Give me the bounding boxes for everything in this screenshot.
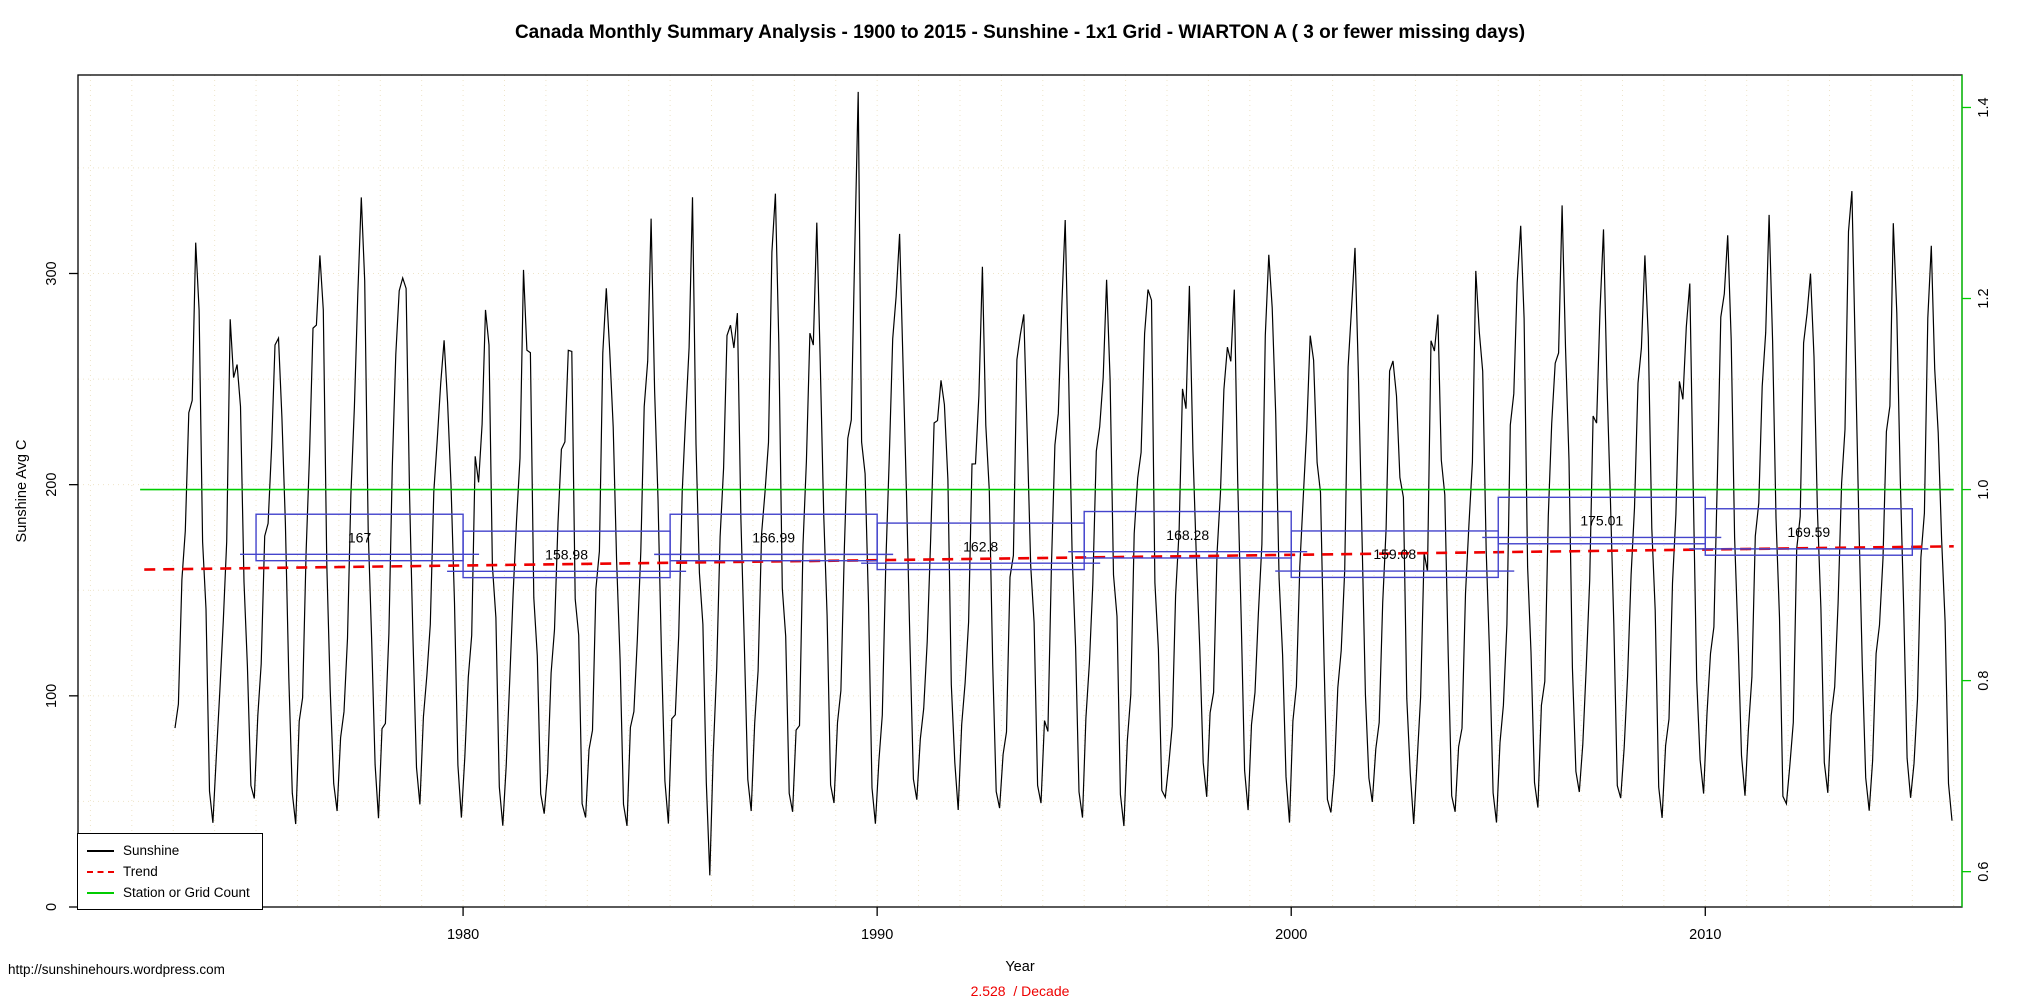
grid <box>78 75 1962 908</box>
x-axis-tick-label: 2010 <box>1689 927 1721 943</box>
pentad-mean-label: 168.28 <box>1166 527 1209 543</box>
y-axis-tick-label: 200 <box>44 473 60 497</box>
pentad-mean-label: 162.8 <box>963 538 998 554</box>
pentad-box <box>1704 508 1914 556</box>
legend-label-station-count: Station or Grid Count <box>123 885 250 900</box>
right-axis-tick-label: 1.2 <box>1976 288 1992 308</box>
legend-label-sunshine: Sunshine <box>123 843 180 858</box>
x-axis-title: Year <box>1005 959 1035 975</box>
x-axis-tick-label: 1980 <box>447 927 479 943</box>
legend-item-sunshine: Sunshine <box>87 840 250 861</box>
legend-label-trend: Trend <box>123 864 158 879</box>
pentad-mean-label: 175.01 <box>1580 513 1623 529</box>
pentad-mean-label: 159.08 <box>1373 546 1416 562</box>
right-axis-tick-label: 1.4 <box>1976 97 1992 117</box>
legend: Sunshine Trend Station or Grid Count <box>77 833 263 910</box>
trend-rate-label: 2.528 / Decade <box>970 983 1070 999</box>
x-axis-tick-label: 2000 <box>1275 927 1307 943</box>
pentad-mean-label: 166.99 <box>752 529 795 545</box>
footer-url: http://sunshinehours.wordpress.com <box>8 962 225 977</box>
y-axis-tick-label: 300 <box>44 261 60 285</box>
chart-title: Canada Monthly Summary Analysis - 1900 t… <box>514 22 1526 43</box>
legend-item-trend: Trend <box>87 861 250 882</box>
pentad-box <box>1290 530 1499 579</box>
sunshine-line-sample <box>87 849 114 852</box>
y-axis-tick-label: 100 <box>44 684 60 708</box>
right-axis-tick-label: 0.6 <box>1976 862 1992 882</box>
station-count-line-sample <box>87 891 114 894</box>
x-axis-tick-label: 1990 <box>861 927 893 943</box>
pentad-mean-label: 158.98 <box>545 546 588 562</box>
plot-border <box>77 74 1963 908</box>
sunshine-series-line <box>174 91 1953 876</box>
trend-line-sample <box>87 870 114 873</box>
right-axis-tick-label: 1.0 <box>1976 479 1992 499</box>
trend-line <box>144 545 1954 571</box>
y-axis-tick-label: 0 <box>44 903 60 911</box>
pentad-mean-label: 167 <box>348 529 372 545</box>
right-axis-tick-label: 0.8 <box>1976 671 1992 691</box>
legend-item-station-count: Station or Grid Count <box>87 882 250 903</box>
pentad-mean-label: 169.59 <box>1787 524 1830 540</box>
